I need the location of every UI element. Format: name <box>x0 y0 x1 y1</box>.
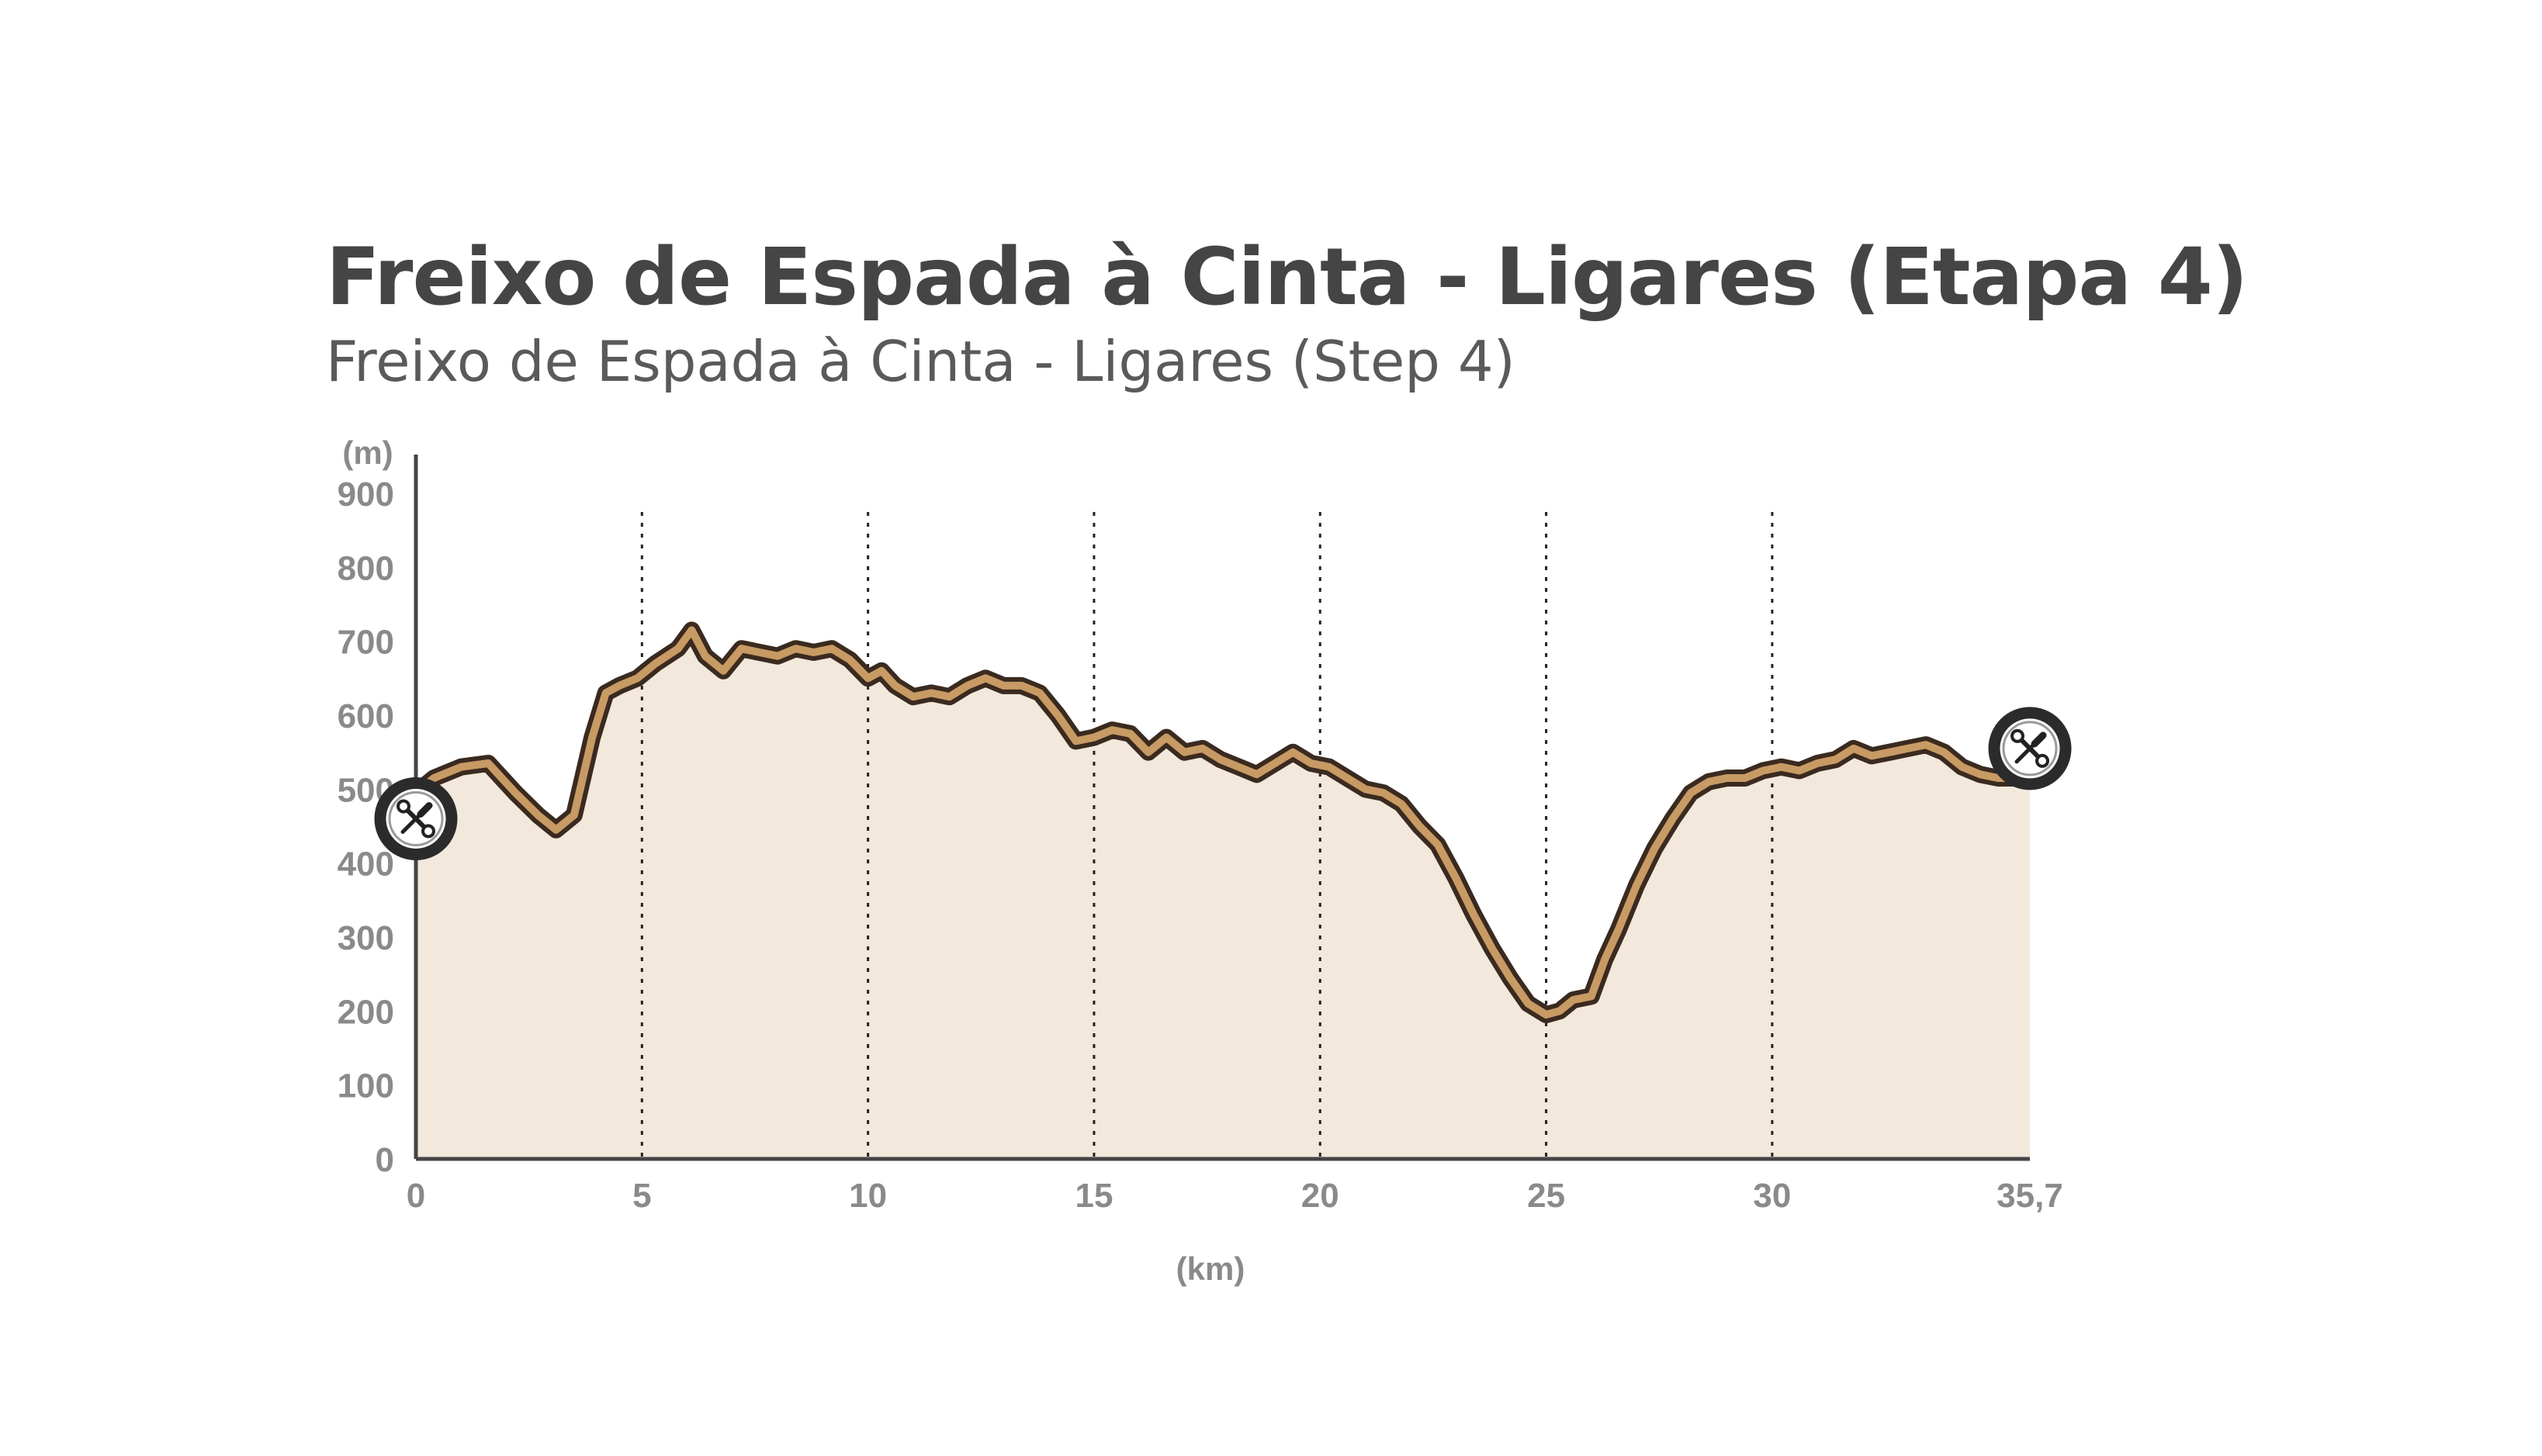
x-tick-label-30: 30 <box>1753 1177 1791 1215</box>
wrench-shaft <box>2017 735 2042 761</box>
x-axis-unit-label: (km) <box>1176 1250 1245 1287</box>
wrench-screwdriver-icon <box>1988 707 2072 790</box>
y-tick-label-0: 0 <box>376 1141 394 1179</box>
screwdriver-shaft <box>400 812 423 834</box>
x-tick-label-0: 0 <box>407 1177 425 1215</box>
elevation-area-fill <box>416 630 2030 1159</box>
wrench-tail <box>2035 753 2049 768</box>
chart-subtitle: Freixo de Espada à Cinta - Ligares (Step… <box>326 329 1515 394</box>
wrench-tail <box>421 824 435 839</box>
wrench-screwdriver-icon <box>374 777 458 860</box>
y-tick-label-300: 300 <box>338 919 394 957</box>
y-tick-label-400: 400 <box>338 846 394 884</box>
y-tick-label-800: 800 <box>338 549 394 587</box>
x-tick-label-10: 10 <box>849 1177 887 1215</box>
wrench-head <box>397 799 410 814</box>
x-tick-label-5: 5 <box>632 1177 651 1215</box>
screwdriver-handle <box>417 802 433 818</box>
y-tick-label-100: 100 <box>338 1067 394 1105</box>
y-axis-unit-label: (m) <box>342 434 393 471</box>
x-tick-label-15: 15 <box>1075 1177 1113 1215</box>
elevation-line <box>412 626 2034 1019</box>
chart-title: Freixo de Espada à Cinta - Ligares (Etap… <box>326 231 2248 323</box>
wrench-head <box>2010 728 2024 743</box>
y-tick-label-900: 900 <box>338 476 394 514</box>
x-tick-label-25: 25 <box>1527 1177 1565 1215</box>
screwdriver-shaft <box>2014 742 2037 764</box>
screwdriver-handle <box>2031 731 2047 748</box>
y-tick-label-600: 600 <box>338 697 394 735</box>
x-tick-label-35,7: 35,7 <box>1997 1177 2063 1215</box>
y-tick-label-700: 700 <box>338 624 394 662</box>
x-tick-label-20: 20 <box>1301 1177 1339 1215</box>
wrench-shaft <box>403 806 428 832</box>
y-tick-label-200: 200 <box>338 993 394 1031</box>
